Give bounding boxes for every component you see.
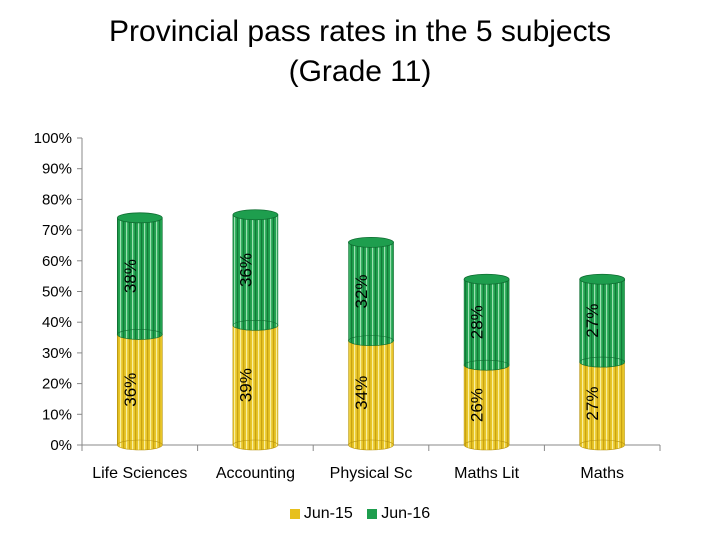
- bar-jun-15-maths: 27%: [579, 356, 626, 451]
- bar-top-cap: [348, 236, 394, 248]
- data-label: 28%: [468, 305, 487, 339]
- legend-swatch-jun-15: [289, 509, 300, 519]
- bar-body: [232, 214, 279, 326]
- bar-body: [579, 361, 626, 446]
- y-tick-label: 30%: [42, 345, 72, 362]
- bar-base-cap: [348, 439, 394, 451]
- chart-title-line-2: (Grade 11): [288, 55, 432, 88]
- y-tick-label: 100%: [34, 130, 72, 147]
- bar-jun-16-maths-lit: 28%: [463, 273, 510, 371]
- data-label: 38%: [121, 259, 140, 293]
- data-label: 36%: [236, 253, 255, 287]
- data-label: 26%: [468, 388, 487, 422]
- bar-jun-15-maths-lit: 26%: [463, 359, 510, 451]
- legend-item-jun-16: Jun-16: [367, 505, 430, 523]
- bar-base-cap: [232, 439, 279, 451]
- y-tick-label: 40%: [42, 314, 72, 331]
- x-tick-label: Life Sciences: [92, 465, 187, 482]
- bar-base-cap: [579, 356, 626, 368]
- bar-jun-16-accounting: 36%: [232, 209, 279, 331]
- bar-base-cap: [232, 319, 279, 331]
- y-tick-label: 50%: [42, 284, 72, 301]
- bar-jun-16-life-sciences: 38%: [116, 212, 163, 340]
- bar-jun-15-physical-sc: 34%: [348, 335, 394, 451]
- bar-jun-15-accounting: 39%: [232, 319, 279, 451]
- data-label: 27%: [583, 387, 602, 421]
- bar-jun-16-maths: 27%: [579, 273, 626, 368]
- bar-top-cap: [579, 273, 626, 285]
- chart-title-line-1: Provincial pass rates in the 5 subjects: [109, 15, 611, 48]
- legend-item-jun-15: Jun-15: [289, 505, 353, 523]
- bar-base-cap: [117, 329, 163, 340]
- y-tick-label: 60%: [42, 253, 72, 270]
- x-tick-label: Maths Lit: [454, 465, 519, 482]
- y-tick-label: 80%: [42, 191, 72, 208]
- bar-base-cap: [579, 439, 626, 451]
- stacked-cylinder-bar-chart: 0% 10% 20% 30% 40% 50% 60% 70% 80% 90% 100% Life Sc…: [34, 130, 661, 482]
- bar-base-cap: [117, 439, 163, 451]
- bar-body: [232, 324, 279, 446]
- x-tick-label: Maths: [580, 465, 624, 482]
- legend: Jun-15 Jun-16: [0, 505, 720, 524]
- y-tick-label: 20%: [42, 376, 72, 393]
- bar-body: [463, 364, 510, 446]
- bar-base-cap: [348, 335, 394, 346]
- legend-label-jun-16: Jun-16: [381, 505, 431, 522]
- legend-swatch-jun-16: [367, 509, 378, 519]
- x-tick-label: Accounting: [216, 465, 295, 482]
- bar-top-cap: [232, 209, 279, 221]
- y-tick-label: 90%: [42, 161, 72, 178]
- data-label: 34%: [352, 376, 371, 410]
- bar-top-cap: [116, 212, 163, 224]
- bar-body: [348, 340, 394, 446]
- data-label: 32%: [352, 274, 371, 308]
- chart-title: Provincial pass rates in the 5 subjects …: [0, 12, 720, 92]
- data-label: 27%: [583, 304, 602, 338]
- bar-base-cap: [463, 439, 510, 451]
- bar-jun-16-physical-sc: 32%: [348, 236, 394, 346]
- x-tick-label: Physical Sc: [330, 465, 413, 482]
- bar-top-cap: [463, 273, 510, 285]
- bar-jun-15-life-sciences: 36%: [116, 329, 163, 451]
- bar-base-cap: [463, 359, 510, 371]
- data-label: 36%: [121, 373, 140, 407]
- y-tick-label: 0%: [50, 437, 72, 454]
- data-label: 39%: [236, 368, 255, 402]
- bar-body: [579, 278, 626, 363]
- y-tick-label: 10%: [42, 406, 72, 423]
- bar-body: [348, 242, 394, 341]
- legend-label-jun-15: Jun-15: [303, 505, 353, 522]
- y-tick-label: 70%: [42, 222, 72, 239]
